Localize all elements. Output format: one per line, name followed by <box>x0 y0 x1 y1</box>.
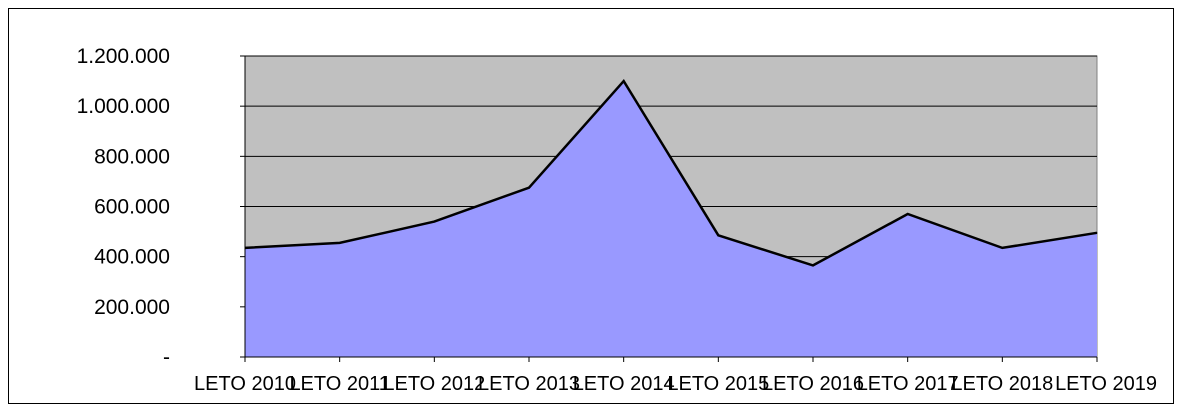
y-tick-label: 800.000 <box>94 145 170 168</box>
data-point <box>528 187 530 189</box>
data-point <box>717 234 719 236</box>
x-tick-label: LETO 2019 <box>1055 373 1157 395</box>
y-tick-label: 600.000 <box>94 196 170 219</box>
axes <box>240 55 1098 362</box>
data-point <box>1001 247 1003 249</box>
y-axis-tick-labels: - 200.000 400.000 600.000 800.000 1.000.000 1.… <box>77 45 170 369</box>
x-tick-label: LETO 2010 <box>194 373 296 395</box>
data-point <box>1096 232 1098 234</box>
data-point <box>623 80 625 82</box>
x-tick-label: LETO 2011 <box>289 373 389 395</box>
y-tick-label: 200.000 <box>94 296 170 319</box>
data-point <box>812 264 814 266</box>
data-point <box>433 221 435 223</box>
area-series <box>245 81 1097 357</box>
x-tick-label: LETO 2013 <box>478 373 580 395</box>
x-tick-label: LETO 2015 <box>667 373 769 395</box>
data-point <box>907 213 909 215</box>
y-tick-label: 400.000 <box>94 246 170 269</box>
y-tick-label: - <box>163 346 170 369</box>
x-tick-label: LETO 2012 <box>383 373 485 395</box>
x-tick-label: LETO 2017 <box>857 373 959 395</box>
series-line <box>244 79 1098 267</box>
data-point <box>339 242 341 244</box>
y-tick-label: 1.200.000 <box>77 45 170 68</box>
x-tick-label: LETO 2016 <box>762 373 864 395</box>
y-tick-label: 1.000.000 <box>77 95 170 118</box>
x-tick-label: LETO 2014 <box>573 373 675 395</box>
x-tick-label: LETO 2018 <box>951 373 1053 395</box>
